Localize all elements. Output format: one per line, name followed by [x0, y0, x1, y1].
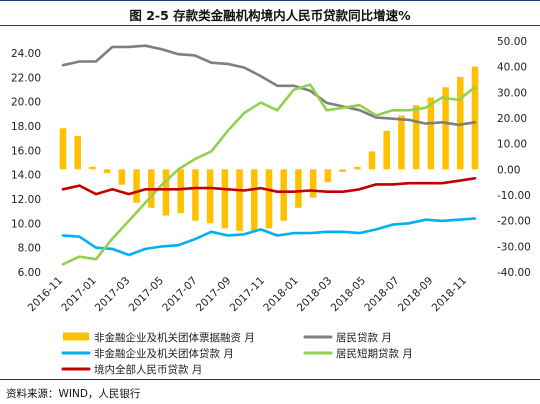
- right-tick-label: -30.00: [497, 241, 531, 253]
- bar: [427, 97, 435, 170]
- bar: [309, 169, 317, 198]
- left-tick-label: 10.00: [11, 218, 41, 230]
- bar: [295, 169, 302, 208]
- left-tick-label: 20.00: [11, 97, 41, 109]
- x-tick-label: 2017-07: [160, 275, 200, 315]
- bar: [324, 169, 332, 183]
- bar: [368, 151, 376, 170]
- bar: [383, 130, 390, 170]
- bar: [339, 169, 346, 172]
- legend-label: 非金融企业及机关团体贷款 月: [94, 347, 234, 360]
- x-tick-label: 2017-03: [93, 275, 133, 315]
- bar: [354, 166, 361, 170]
- chart-title: 图 2-5 存款类金融机构境内人民币贷款同比增速%: [129, 8, 411, 23]
- left-tick-label: 12.00: [11, 194, 41, 206]
- right-tick-label: -10.00: [497, 190, 531, 202]
- source-note: 资料来源：WIND，人民银行: [6, 388, 141, 400]
- top-rule: [0, 0, 540, 1]
- x-tick-label: 2018-01: [261, 275, 301, 315]
- bar: [251, 169, 258, 231]
- series-line-enterprise-loans: [61, 217, 477, 257]
- bar: [59, 128, 67, 170]
- left-tick-label: 22.00: [11, 72, 41, 84]
- right-tick-label: 40.00: [497, 62, 527, 74]
- x-tick-label: 2016-11: [26, 275, 66, 315]
- x-tick-label: 2018-09: [396, 275, 436, 315]
- right-tick-label: 50.00: [497, 36, 527, 48]
- legend-swatch: [63, 332, 89, 341]
- series-line-household-short-loans: [61, 83, 477, 266]
- bar: [236, 169, 243, 231]
- right-tick-label: 20.00: [497, 113, 527, 125]
- bar: [89, 166, 96, 170]
- bar: [133, 169, 140, 203]
- chart-canvas: 6.00 8.00 10.00 12.00 14.00 16.00 18.00 20.00 22…: [11, 36, 531, 376]
- right-tick-label: -40.00: [497, 267, 531, 279]
- right-tick-label: 10.00: [497, 139, 527, 151]
- left-tick-label: 6.00: [18, 267, 41, 279]
- bar: [457, 76, 464, 170]
- bar: [280, 169, 287, 221]
- right-tick-label: -20.00: [497, 216, 531, 228]
- bar: [221, 169, 229, 229]
- bar: [192, 169, 199, 221]
- x-tick-label: 2017-09: [194, 275, 234, 315]
- bar: [442, 87, 449, 170]
- bar: [412, 105, 420, 170]
- x-tick-label: 2018-03: [295, 275, 335, 315]
- x-tick-label: 2017-01: [59, 275, 99, 315]
- bar: [265, 169, 273, 229]
- series-line-household-loans: [61, 44, 477, 127]
- bar: [177, 169, 184, 213]
- right-tick-label: 0.00: [497, 164, 520, 176]
- bar: [471, 66, 479, 170]
- legend-label: 居民贷款 月: [336, 331, 392, 344]
- legend-label: 非金融企业及机关团体票据融资 月: [94, 331, 255, 344]
- x-tick-label: 2018-05: [329, 275, 369, 315]
- right-tick-label: 30.00: [497, 87, 527, 99]
- series-line-total-rmb-loans: [61, 177, 477, 196]
- source-rule: [0, 379, 540, 380]
- title-rule: [0, 25, 540, 26]
- legend-label: 居民短期贷款 月: [336, 347, 413, 360]
- x-tick-label: 2017-11: [228, 275, 268, 315]
- left-tick-label: 8.00: [18, 243, 41, 255]
- legend-label: 境内全部人民币贷款 月: [94, 363, 202, 376]
- bar: [74, 135, 81, 170]
- bar: [162, 169, 170, 216]
- x-tick-label: 2018-07: [362, 275, 402, 315]
- left-tick-label: 16.00: [11, 145, 41, 157]
- left-tick-label: 18.00: [11, 121, 41, 133]
- x-tick-label: 2018-11: [430, 275, 470, 315]
- x-tick-label: 2017-05: [127, 275, 167, 315]
- bar: [398, 115, 405, 170]
- left-tick-label: 14.00: [11, 170, 41, 182]
- left-tick-label: 24.00: [11, 48, 41, 60]
- bar: [103, 169, 111, 174]
- bar: [118, 169, 126, 185]
- bar: [206, 169, 214, 224]
